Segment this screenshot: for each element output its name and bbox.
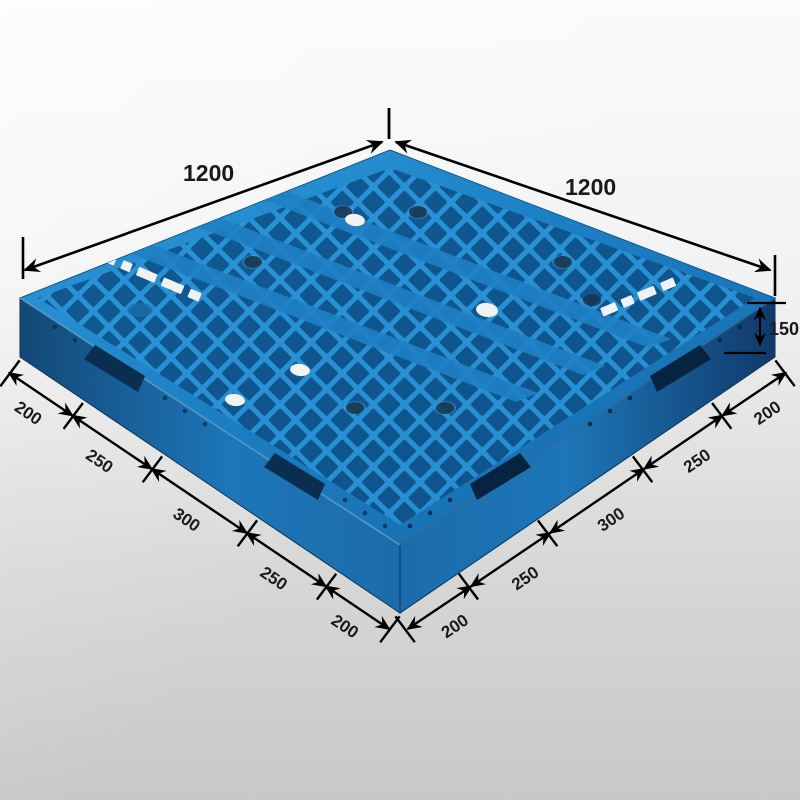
svg-text:250: 250: [680, 445, 714, 477]
svg-text:300: 300: [594, 504, 628, 536]
svg-text:300: 300: [169, 504, 203, 536]
svg-text:200: 200: [750, 397, 784, 429]
svg-text:1200: 1200: [565, 174, 616, 200]
svg-text:200: 200: [328, 611, 362, 643]
svg-text:200: 200: [438, 611, 472, 643]
svg-text:1200: 1200: [183, 160, 234, 186]
svg-text:250: 250: [508, 563, 542, 595]
svg-text:250: 250: [82, 445, 116, 477]
svg-text:150: 150: [769, 319, 799, 339]
svg-text:250: 250: [257, 563, 291, 595]
svg-text:200: 200: [11, 397, 45, 429]
